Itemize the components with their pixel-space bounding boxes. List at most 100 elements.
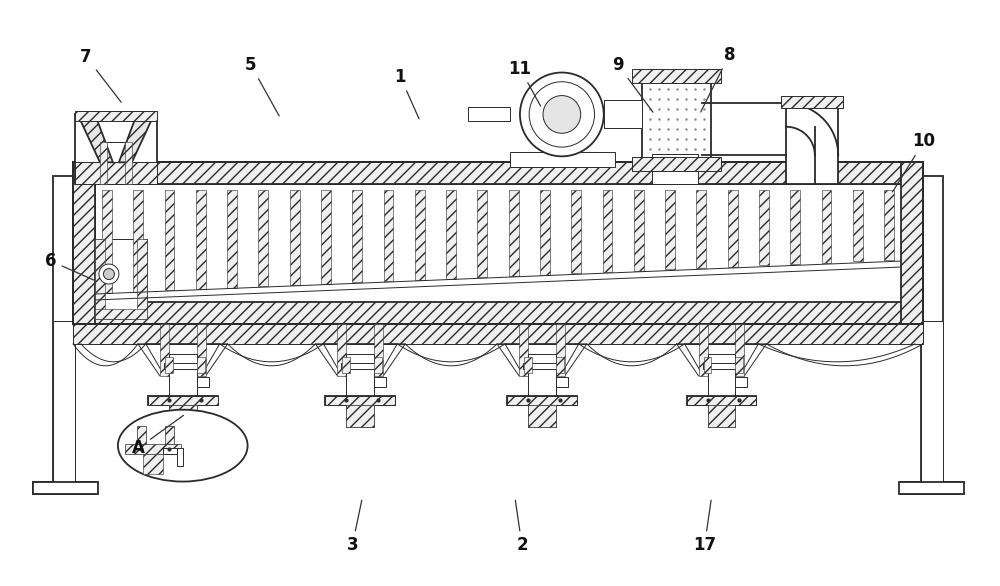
Bar xyxy=(665,190,675,270)
Bar xyxy=(33,482,95,493)
Bar xyxy=(603,190,612,272)
Bar xyxy=(708,405,735,427)
Bar xyxy=(165,190,174,291)
Bar xyxy=(708,405,735,427)
Bar xyxy=(687,396,756,405)
Bar xyxy=(510,152,615,167)
Bar xyxy=(258,190,268,287)
Bar xyxy=(374,377,386,387)
Circle shape xyxy=(529,81,595,147)
Bar xyxy=(102,190,112,293)
Bar xyxy=(143,454,163,473)
Bar xyxy=(540,190,550,275)
Bar xyxy=(822,190,831,263)
Bar xyxy=(687,396,756,405)
Text: 3: 3 xyxy=(347,500,362,554)
Bar xyxy=(148,396,218,405)
Bar xyxy=(507,396,577,405)
Bar xyxy=(519,324,528,376)
Text: 10: 10 xyxy=(893,132,935,192)
Text: 2: 2 xyxy=(515,500,528,554)
Bar xyxy=(75,114,157,184)
Bar xyxy=(556,324,565,376)
Bar xyxy=(384,190,393,281)
Bar xyxy=(853,190,863,261)
Bar xyxy=(704,357,711,373)
Bar xyxy=(899,482,964,493)
Bar xyxy=(921,321,943,486)
Bar xyxy=(528,405,556,427)
Bar xyxy=(781,97,843,108)
Bar xyxy=(197,377,209,387)
Bar xyxy=(728,190,738,267)
Bar xyxy=(197,324,206,376)
Bar xyxy=(509,190,519,276)
Bar xyxy=(163,448,181,454)
Bar xyxy=(337,324,346,376)
Bar xyxy=(73,302,923,324)
Bar xyxy=(346,354,374,398)
Bar xyxy=(571,190,581,273)
Bar xyxy=(699,324,708,376)
Bar xyxy=(528,354,556,398)
Bar xyxy=(321,190,331,284)
Bar xyxy=(125,444,181,454)
Bar xyxy=(901,482,963,493)
Bar xyxy=(632,157,721,171)
Text: 5: 5 xyxy=(245,56,279,116)
Bar xyxy=(528,405,556,427)
Bar xyxy=(901,162,923,324)
Text: 8: 8 xyxy=(701,46,735,112)
Bar xyxy=(790,190,800,264)
Bar xyxy=(169,405,197,427)
Bar xyxy=(523,363,561,369)
Bar xyxy=(735,324,744,376)
Bar xyxy=(884,190,894,260)
Bar xyxy=(708,354,735,398)
Bar xyxy=(352,190,362,282)
Bar xyxy=(634,190,644,271)
Bar xyxy=(95,239,105,319)
Bar xyxy=(125,142,132,184)
Text: 9: 9 xyxy=(612,56,653,112)
Text: 17: 17 xyxy=(693,500,716,554)
Bar xyxy=(164,363,202,369)
Bar xyxy=(290,190,300,285)
Bar xyxy=(341,363,379,369)
Text: 1: 1 xyxy=(394,67,419,119)
Bar xyxy=(325,396,395,405)
Text: A: A xyxy=(132,415,183,456)
Text: 11: 11 xyxy=(508,60,541,106)
Bar xyxy=(524,357,532,373)
Bar xyxy=(165,425,174,444)
Bar xyxy=(227,190,237,288)
Bar xyxy=(137,425,146,444)
Bar xyxy=(786,104,838,184)
Bar xyxy=(921,176,943,486)
Bar xyxy=(703,363,740,369)
Bar xyxy=(346,405,374,427)
Bar xyxy=(95,239,147,319)
Bar xyxy=(759,190,769,265)
Bar xyxy=(53,176,75,486)
Bar xyxy=(75,162,157,184)
Bar xyxy=(507,396,577,405)
Text: 6: 6 xyxy=(45,252,93,280)
Bar xyxy=(73,162,923,324)
Bar xyxy=(735,357,743,373)
Bar xyxy=(642,73,711,167)
Bar xyxy=(556,357,564,373)
Bar xyxy=(632,69,721,83)
Circle shape xyxy=(543,96,581,133)
Bar xyxy=(556,377,568,387)
Bar xyxy=(133,190,143,292)
Bar xyxy=(100,142,132,184)
Bar xyxy=(169,354,197,398)
Bar xyxy=(652,154,698,184)
Bar xyxy=(177,448,183,466)
Bar xyxy=(53,321,75,486)
Bar xyxy=(95,309,147,319)
Bar xyxy=(73,162,95,324)
Circle shape xyxy=(103,268,114,280)
Bar xyxy=(169,405,197,427)
